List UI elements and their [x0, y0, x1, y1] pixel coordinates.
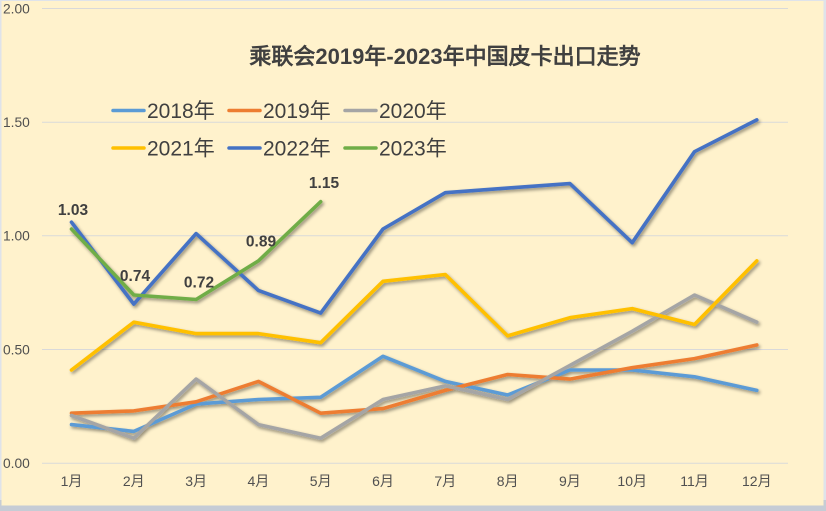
svg-text:2018年: 2018年 [147, 100, 215, 123]
svg-text:7月: 7月 [434, 473, 456, 489]
svg-text:0.74: 0.74 [120, 268, 151, 285]
svg-text:11月: 11月 [680, 473, 709, 489]
svg-text:0.00: 0.00 [3, 456, 30, 471]
svg-text:2019年: 2019年 [263, 100, 331, 123]
svg-text:2021年: 2021年 [147, 138, 215, 161]
svg-text:1.15: 1.15 [309, 175, 340, 192]
svg-text:9月: 9月 [559, 473, 581, 489]
svg-text:0.50: 0.50 [3, 342, 30, 357]
svg-text:2023年: 2023年 [379, 138, 447, 161]
svg-text:1.00: 1.00 [3, 229, 30, 244]
svg-text:10月: 10月 [617, 473, 647, 489]
svg-text:乘联会2019年-2023年中国皮卡出口走势: 乘联会2019年-2023年中国皮卡出口走势 [248, 44, 640, 69]
svg-text:5月: 5月 [310, 473, 332, 489]
svg-text:12月: 12月 [742, 473, 772, 489]
svg-text:2.00: 2.00 [3, 1, 30, 16]
svg-text:8月: 8月 [497, 473, 519, 489]
svg-text:1.03: 1.03 [58, 202, 89, 219]
svg-text:3月: 3月 [185, 473, 207, 489]
svg-text:0.89: 0.89 [246, 234, 277, 251]
svg-text:1.50: 1.50 [3, 115, 30, 130]
svg-text:1月: 1月 [61, 473, 83, 489]
svg-text:2月: 2月 [123, 473, 145, 489]
svg-text:4月: 4月 [248, 473, 270, 489]
svg-text:2022年: 2022年 [263, 138, 331, 161]
svg-text:6月: 6月 [372, 473, 394, 489]
svg-text:0.72: 0.72 [184, 275, 214, 292]
svg-text:2020年: 2020年 [379, 100, 447, 123]
